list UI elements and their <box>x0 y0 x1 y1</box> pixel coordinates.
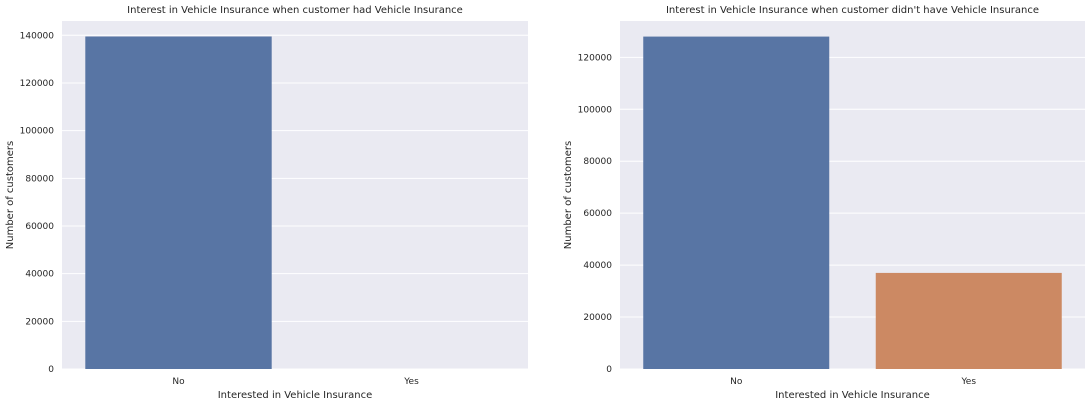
y-axis-label: Number of customers <box>5 141 16 249</box>
y-tick-label: 120000 <box>20 79 55 89</box>
chart-title: Interest in Vehicle Insurance when custo… <box>127 5 463 16</box>
y-tick-label: 60000 <box>583 209 612 219</box>
x-tick-label: Yes <box>403 377 419 387</box>
chart-1: 0 20000 40000 60000 80000 100000 120000 140000 N… <box>5 5 528 401</box>
x-axis-label: Interested in Vehicle Insurance <box>218 390 373 401</box>
y-tick-label: 80000 <box>25 174 54 184</box>
y-tick-label: 20000 <box>583 313 612 323</box>
y-tick-label: 140000 <box>20 31 55 41</box>
bar-no <box>643 36 830 369</box>
y-tick-label: 20000 <box>25 317 54 327</box>
y-tick-label: 100000 <box>578 105 613 115</box>
y-tick-label: 60000 <box>25 222 54 232</box>
x-tick-label: Yes <box>960 377 976 387</box>
y-tick-label: 40000 <box>583 261 612 271</box>
y-tick-label: 80000 <box>583 157 612 167</box>
y-tick-label: 0 <box>48 365 54 375</box>
y-tick-label: 40000 <box>25 270 54 280</box>
bar-no <box>85 36 272 369</box>
y-axis-label: Number of customers <box>563 141 574 249</box>
y-tick-label: 0 <box>606 365 612 375</box>
y-tick-label: 120000 <box>578 53 613 63</box>
x-axis-label: Interested in Vehicle Insurance <box>775 390 930 401</box>
chart-2: 0 20000 40000 60000 80000 100000 120000 No Yes In… <box>563 5 1085 401</box>
x-tick-label: No <box>172 377 185 387</box>
chart-title: Interest in Vehicle Insurance when custo… <box>666 5 1039 16</box>
y-tick-label: 100000 <box>20 127 55 137</box>
x-tick-label: No <box>730 377 743 387</box>
bar-yes <box>875 272 1062 369</box>
